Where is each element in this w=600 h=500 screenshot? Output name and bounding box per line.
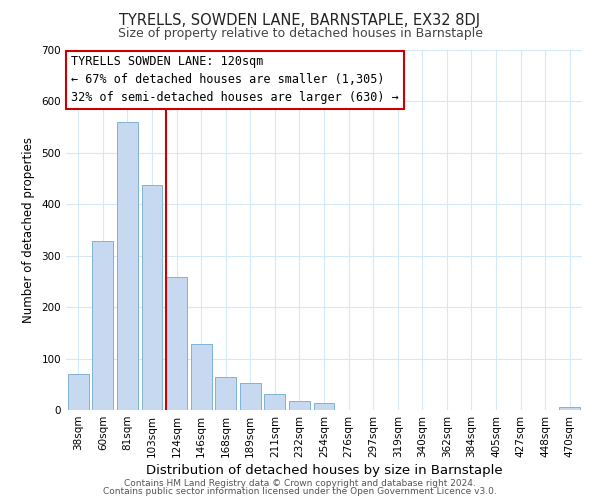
Text: TYRELLS SOWDEN LANE: 120sqm
← 67% of detached houses are smaller (1,305)
32% of : TYRELLS SOWDEN LANE: 120sqm ← 67% of det… <box>71 56 399 104</box>
Bar <box>142 184 163 410</box>
Bar <box>559 408 580 410</box>
Text: Contains public sector information licensed under the Open Government Licence v3: Contains public sector information licen… <box>103 487 497 496</box>
Bar <box>265 394 286 410</box>
Text: Size of property relative to detached houses in Barnstaple: Size of property relative to detached ho… <box>118 28 482 40</box>
Y-axis label: Number of detached properties: Number of detached properties <box>22 137 35 323</box>
Bar <box>191 344 212 410</box>
X-axis label: Distribution of detached houses by size in Barnstaple: Distribution of detached houses by size … <box>146 464 502 477</box>
Bar <box>166 278 187 410</box>
Text: Contains HM Land Registry data © Crown copyright and database right 2024.: Contains HM Land Registry data © Crown c… <box>124 478 476 488</box>
Bar <box>92 242 113 410</box>
Bar <box>314 403 334 410</box>
Text: TYRELLS, SOWDEN LANE, BARNSTAPLE, EX32 8DJ: TYRELLS, SOWDEN LANE, BARNSTAPLE, EX32 8… <box>119 12 481 28</box>
Bar <box>117 122 138 410</box>
Bar <box>215 376 236 410</box>
Bar <box>68 374 89 410</box>
Bar <box>289 400 310 410</box>
Bar <box>240 384 261 410</box>
